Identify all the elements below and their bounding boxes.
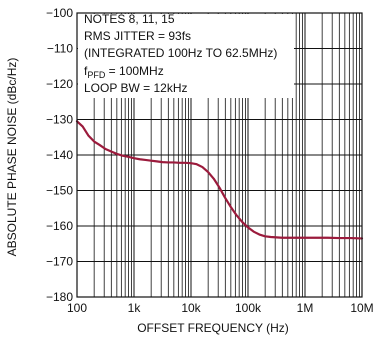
y-tick-label: −180 xyxy=(46,290,73,304)
annotation-fpfd-subscript: PFD xyxy=(87,70,106,80)
y-tick-label: −130 xyxy=(46,113,73,127)
x-tick-label: 100k xyxy=(235,301,262,315)
x-tick-label: 1M xyxy=(297,301,314,315)
annotation-box xyxy=(78,14,294,98)
x-tick-label: 1k xyxy=(128,301,142,315)
y-tick-label: −160 xyxy=(46,219,73,233)
x-tick-label: 100 xyxy=(67,301,87,315)
x-axis-ticks: 100 1k 10k 100k 1M 10M xyxy=(67,301,374,315)
y-axis-label: ABSOLUTE PHASE NOISE (dBc/Hz) xyxy=(5,58,19,257)
annotation-notes: NOTES 8, 11, 15 xyxy=(84,12,175,26)
annotation-fpfd-value: = 100MHz xyxy=(105,64,163,78)
y-tick-label: −150 xyxy=(46,184,73,198)
annotation-integrated-range: (INTEGRATED 100Hz TO 62.5MHz) xyxy=(84,46,277,60)
x-axis-label: OFFSET FREQUENCY (Hz) xyxy=(137,321,289,335)
annotation-loop-bw: LOOP BW = 12kHz xyxy=(84,81,187,95)
y-tick-label: −170 xyxy=(46,255,73,269)
y-axis-ticks: −180 −170 −160 −150 −140 −130 −120 −110 −100 xyxy=(46,6,73,304)
annotation-rms-jitter: RMS JITTER = 93fs xyxy=(84,29,191,43)
annotation-fpfd: fPFD = 100MHz xyxy=(84,64,164,80)
phase-noise-series-line xyxy=(75,120,364,240)
annotation-fpfd-prefix: f xyxy=(84,64,88,78)
plot-frame xyxy=(76,12,363,298)
y-tick-label: −110 xyxy=(47,42,73,56)
y-tick-label: −140 xyxy=(46,148,73,162)
annotation-text: NOTES 8, 11, 15 RMS JITTER = 93fs (INTEG… xyxy=(84,12,277,95)
x-tick-label: 10k xyxy=(181,301,201,315)
y-tick-label: −100 xyxy=(46,6,73,20)
x-tick-label: 10M xyxy=(350,301,373,315)
y-tick-label: −120 xyxy=(46,77,73,91)
